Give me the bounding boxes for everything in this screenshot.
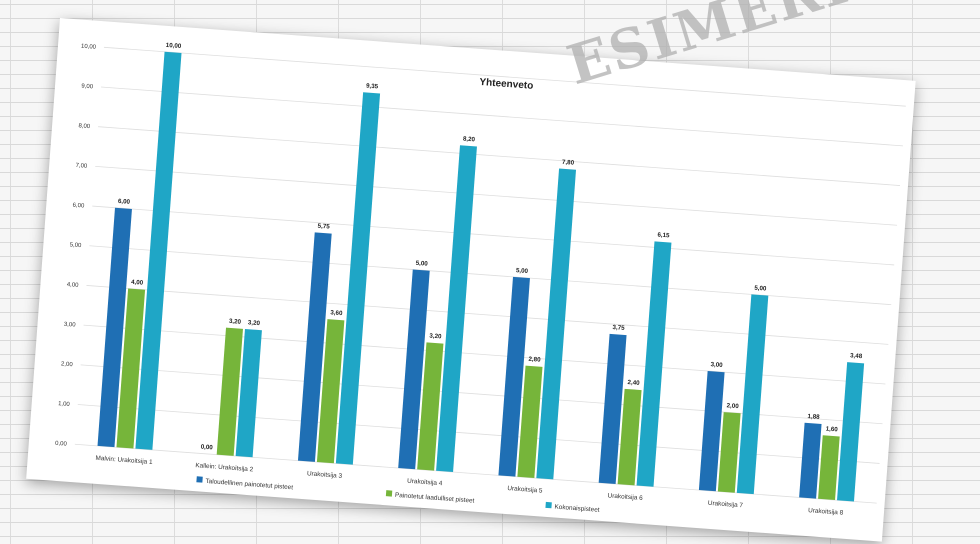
y-tick-label: 10,00 <box>81 44 97 51</box>
gridlines <box>74 46 906 504</box>
y-tick-label: 1,00 <box>58 401 71 408</box>
bar <box>335 92 381 465</box>
category-label: Urakoitsija 5 <box>507 485 543 495</box>
data-label: 1,60 <box>825 426 838 434</box>
data-label: 3,20 <box>248 319 261 327</box>
data-label: 3,75 <box>612 324 625 332</box>
bar <box>617 388 642 486</box>
data-label: 3,00 <box>710 361 723 369</box>
data-label: 3,20 <box>429 333 442 341</box>
x-axis-categories: Malvin: Urakoitsija 1 Kallein: Urakoitsij… <box>95 455 844 517</box>
category-label: Urakoitsija 8 <box>808 507 844 517</box>
data-label: 0,00 <box>200 443 213 451</box>
y-tick-label: 9,00 <box>81 84 94 91</box>
y-tick-label: 0,00 <box>55 441 68 448</box>
data-label: 6,15 <box>657 232 670 240</box>
y-tick-label: 2,00 <box>61 361 74 368</box>
data-label: 5,00 <box>754 285 767 293</box>
bar <box>717 412 741 493</box>
bar <box>736 294 769 495</box>
bar <box>235 329 262 458</box>
data-label: 2,80 <box>528 356 541 364</box>
legend-swatch <box>385 490 393 497</box>
data-label: 6,00 <box>118 198 131 206</box>
bar <box>398 269 430 470</box>
gridline <box>92 205 895 266</box>
bar <box>436 145 477 473</box>
bar <box>698 370 725 492</box>
y-tick-label: 4,00 <box>67 282 80 289</box>
bar <box>536 168 577 480</box>
data-label: 1,88 <box>807 413 820 421</box>
data-label: 3,60 <box>330 309 343 317</box>
category-label: Urakoitsija 3 <box>307 470 343 480</box>
chart-printout: Yhteenveto 0,00 1,00 2,00 3,00 4,00 5,00 6,00 7… <box>26 18 916 542</box>
data-label: 7,80 <box>562 159 575 167</box>
bar-chart: Yhteenveto 0,00 1,00 2,00 3,00 4,00 5,00 6,00 7… <box>55 42 906 517</box>
bar <box>135 51 182 450</box>
y-tick-label: 7,00 <box>75 163 88 170</box>
legend-label: Painotetut laadulliset pisteet <box>395 492 475 505</box>
gridline <box>103 46 906 107</box>
gridline <box>98 126 901 186</box>
y-tick-label: 3,00 <box>64 322 77 329</box>
gridline <box>89 245 892 306</box>
legend-swatch <box>545 501 552 509</box>
gridline <box>95 165 898 226</box>
bar <box>799 422 822 499</box>
bar <box>837 362 865 502</box>
data-label: 5,00 <box>415 260 428 268</box>
bar <box>636 241 672 487</box>
data-labels: 6,00 4,00 10,00 0,00 3,20 3,20 5,75 3,60 9,35 5,0… <box>118 42 863 452</box>
data-label: 9,35 <box>366 82 379 90</box>
bar <box>116 288 146 449</box>
chart-title: Yhteenveto <box>479 77 534 92</box>
y-tick-label: 6,00 <box>72 203 85 210</box>
data-label: 3,20 <box>229 318 242 326</box>
data-label: 2,40 <box>627 379 640 387</box>
data-label: 5,00 <box>516 267 529 275</box>
data-label: 2,00 <box>726 402 739 410</box>
data-label: 10,00 <box>166 42 183 50</box>
data-label: 4,00 <box>131 279 144 287</box>
gridline <box>86 285 889 345</box>
legend-label: Kokonaispisteet <box>554 504 600 514</box>
legend-swatch <box>196 476 203 483</box>
gridline <box>101 86 903 147</box>
category-label: Urakoitsija 4 <box>407 478 443 488</box>
bar <box>316 319 345 464</box>
y-tick-label: 8,00 <box>78 123 91 130</box>
bar <box>216 327 243 456</box>
category-label: Urakoitsija 6 <box>607 492 643 502</box>
bar <box>818 435 840 501</box>
data-label: 5,75 <box>317 223 330 231</box>
category-label: Malvin: Urakoitsija 1 <box>95 455 153 466</box>
bar <box>417 342 444 471</box>
y-tick-label: 5,00 <box>69 242 82 249</box>
bar <box>517 365 543 478</box>
bars <box>97 51 865 502</box>
data-label: 3,48 <box>850 352 863 360</box>
data-label: 8,20 <box>463 135 476 143</box>
bar <box>498 276 530 477</box>
category-label: Urakoitsija 7 <box>708 500 744 510</box>
bar <box>598 333 627 484</box>
y-axis-ticks: 0,00 1,00 2,00 3,00 4,00 5,00 6,00 7,00 8,00 9,00… <box>55 44 97 448</box>
bar <box>97 207 132 448</box>
bar <box>297 232 332 462</box>
legend-label: Taloudellinen painotetut pisteet <box>205 478 293 491</box>
category-label: Kallein: Urakoitsija 2 <box>195 462 254 473</box>
